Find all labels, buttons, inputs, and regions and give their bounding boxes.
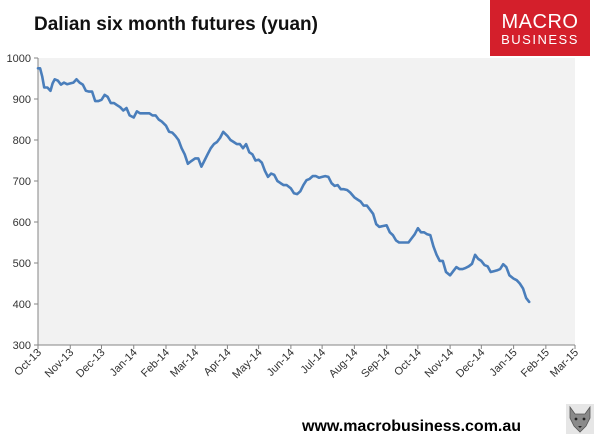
wolf-icon [566,404,594,434]
y-tick-label: 700 [13,176,31,188]
macrobusiness-logo[interactable]: MACRO BUSINESS [490,0,590,56]
x-tick-label: Nov-14 [423,347,457,381]
y-tick-label: 600 [13,217,31,229]
x-tick-label: Dec-14 [454,347,488,381]
x-tick-label: Jul-14 [299,347,329,377]
x-tick-label: Mar-15 [548,347,581,380]
x-tick-label: Jan-14 [108,347,140,379]
y-tick-label: 800 [13,135,31,147]
x-tick-label: Nov-13 [43,347,77,381]
x-tick-label: Oct-14 [392,347,424,379]
logo-line2: BUSINESS [501,32,579,47]
site-url[interactable]: www.macrobusiness.com.au [302,418,522,435]
chart-title: Dalian six month futures (yuan) [34,14,318,35]
y-tick-label: 500 [13,258,31,270]
x-tick-label: Feb-15 [519,347,552,380]
x-tick-label: Jun-14 [265,347,297,379]
y-tick-label: 900 [13,94,31,106]
y-tick-label: 300 [13,340,31,352]
x-tick-label: Feb-14 [139,347,172,380]
x-tick-label: Dec-13 [74,347,108,381]
plot-area [38,58,575,345]
x-tick-label: Jan-15 [487,347,519,379]
y-tick-label: 1000 [7,53,31,65]
series-line [36,67,531,304]
x-tick-label: Aug-14 [327,347,361,381]
x-tick-label: May-14 [230,347,264,381]
x-tick-label: Sep-14 [359,347,393,381]
x-tick-label: Apr-14 [202,347,234,379]
y-tick-label: 400 [13,299,31,311]
logo-line1: MACRO [501,11,579,33]
x-tick-label: Mar-14 [168,347,201,380]
